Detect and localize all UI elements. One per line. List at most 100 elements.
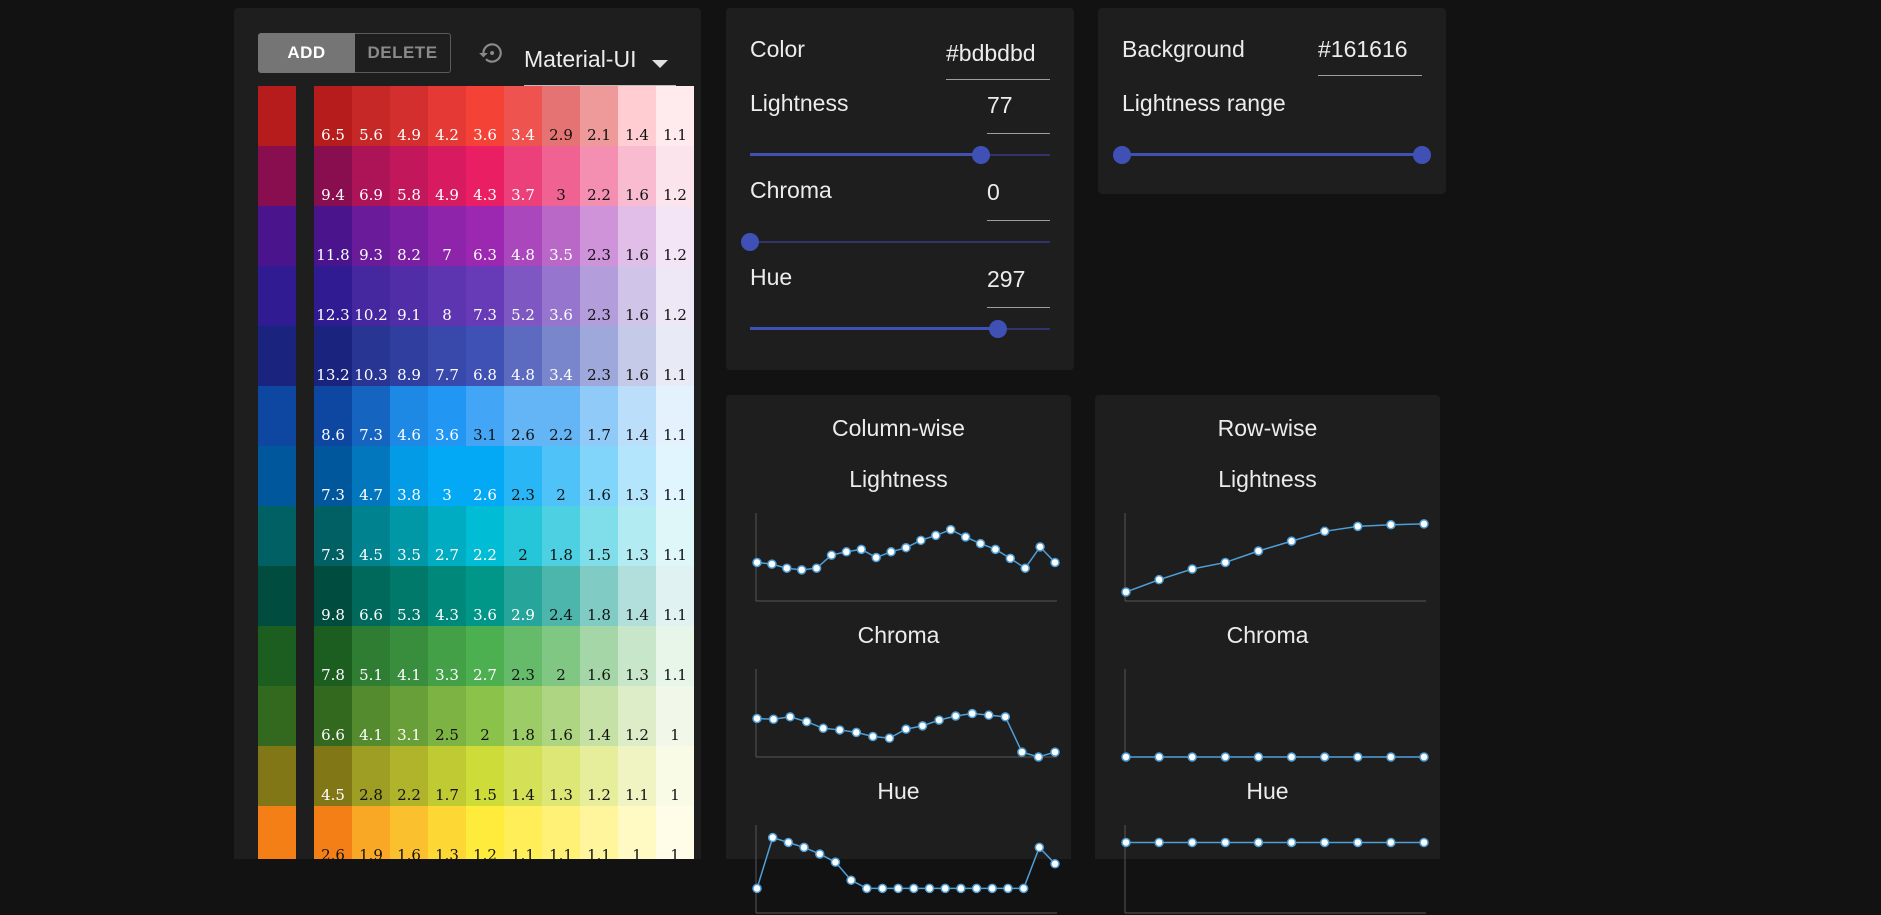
preset-select[interactable]: Material-UI [524,38,676,86]
palette-swatch[interactable]: 1.6 [580,446,618,506]
hue-input[interactable]: 297 [987,266,1050,308]
palette-swatch[interactable]: 10.3 [352,326,390,386]
color-hex-input[interactable]: #bdbdbd [946,40,1050,80]
palette-swatch[interactable]: 6.5 [314,86,352,146]
palette-swatch[interactable]: 3.6 [428,386,466,446]
palette-swatch[interactable]: 2 [542,446,580,506]
palette-swatch[interactable]: 4.9 [390,86,428,146]
palette-swatch[interactable]: 3 [428,446,466,506]
base-swatch[interactable] [258,266,296,326]
palette-swatch[interactable]: 1.3 [618,626,656,686]
palette-swatch[interactable]: 4.6 [390,386,428,446]
palette-swatch[interactable]: 8 [428,266,466,326]
palette-swatch[interactable]: 1.6 [618,266,656,326]
palette-swatch[interactable]: 1.5 [466,746,504,806]
palette-swatch[interactable]: 1.4 [618,566,656,626]
base-swatch[interactable] [258,326,296,386]
base-swatch[interactable] [258,806,296,859]
lightness-slider[interactable] [750,145,1050,165]
delete-button[interactable]: DELETE [355,33,451,73]
palette-swatch[interactable]: 1.2 [466,806,504,859]
palette-swatch[interactable]: 1.2 [656,266,694,326]
palette-swatch[interactable]: 1.2 [656,206,694,266]
palette-swatch[interactable]: 3.6 [466,566,504,626]
palette-swatch[interactable]: 4.7 [352,446,390,506]
palette-swatch[interactable]: 1.1 [542,806,580,859]
palette-swatch[interactable]: 2 [542,626,580,686]
palette-swatch[interactable]: 2.3 [504,626,542,686]
palette-swatch[interactable]: 2.1 [580,86,618,146]
palette-swatch[interactable]: 2.9 [542,86,580,146]
palette-swatch[interactable]: 1.1 [656,86,694,146]
palette-swatch[interactable]: 7.8 [314,626,352,686]
palette-swatch[interactable]: 3.1 [466,386,504,446]
palette-swatch[interactable]: 3.4 [542,326,580,386]
palette-swatch[interactable]: 5.2 [504,266,542,326]
palette-swatch[interactable]: 3.7 [504,146,542,206]
palette-swatch[interactable]: 13.2 [314,326,352,386]
palette-swatch[interactable]: 1 [656,686,694,746]
chroma-input[interactable]: 0 [987,179,1050,221]
palette-swatch[interactable]: 6.8 [466,326,504,386]
palette-swatch[interactable]: 2.7 [466,626,504,686]
palette-swatch[interactable]: 2.2 [390,746,428,806]
palette-swatch[interactable]: 1.3 [618,446,656,506]
palette-swatch[interactable]: 1 [618,806,656,859]
palette-swatch[interactable]: 1 [656,746,694,806]
palette-swatch[interactable]: 12.3 [314,266,352,326]
palette-swatch[interactable]: 1.3 [618,506,656,566]
palette-swatch[interactable]: 4.5 [314,746,352,806]
background-hex-input[interactable]: #161616 [1318,36,1422,76]
palette-swatch[interactable]: 2 [504,506,542,566]
palette-swatch[interactable]: 4.8 [504,206,542,266]
palette-swatch[interactable]: 2.3 [504,446,542,506]
palette-swatch[interactable]: 2.5 [428,686,466,746]
palette-swatch[interactable]: 2.8 [352,746,390,806]
palette-swatch[interactable]: 3 [542,146,580,206]
slider-thumb[interactable] [741,233,759,251]
palette-swatch[interactable]: 1.7 [580,386,618,446]
palette-swatch[interactable]: 1.4 [618,86,656,146]
palette-swatch[interactable]: 1.6 [390,806,428,859]
palette-swatch[interactable]: 11.8 [314,206,352,266]
palette-swatch[interactable]: 8.6 [314,386,352,446]
palette-swatch[interactable]: 3.3 [428,626,466,686]
base-swatch[interactable] [258,686,296,746]
palette-swatch[interactable]: 8.2 [390,206,428,266]
palette-swatch[interactable]: 1.6 [542,686,580,746]
palette-swatch[interactable]: 5.3 [390,566,428,626]
palette-swatch[interactable]: 7 [428,206,466,266]
chroma-slider[interactable] [741,232,1050,252]
palette-swatch[interactable]: 9.8 [314,566,352,626]
palette-swatch[interactable]: 4.1 [390,626,428,686]
base-swatch[interactable] [258,386,296,446]
palette-swatch[interactable]: 6.9 [352,146,390,206]
palette-swatch[interactable]: 10.2 [352,266,390,326]
palette-swatch[interactable]: 6.3 [466,206,504,266]
palette-swatch[interactable]: 6.6 [352,566,390,626]
palette-swatch[interactable]: 3.6 [542,266,580,326]
base-swatch[interactable] [258,446,296,506]
palette-swatch[interactable]: 8.9 [390,326,428,386]
palette-swatch[interactable]: 2.3 [580,206,618,266]
palette-swatch[interactable]: 7.3 [466,266,504,326]
palette-swatch[interactable]: 2 [466,686,504,746]
palette-swatch[interactable]: 1.7 [428,746,466,806]
base-swatch[interactable] [258,146,296,206]
palette-swatch[interactable]: 4.2 [428,86,466,146]
palette-swatch[interactable]: 9.3 [352,206,390,266]
lightness-input[interactable]: 77 [987,92,1050,134]
palette-swatch[interactable]: 7.3 [314,446,352,506]
palette-swatch[interactable]: 1.9 [352,806,390,859]
palette-swatch[interactable]: 1.1 [580,806,618,859]
palette-swatch[interactable]: 3.5 [542,206,580,266]
palette-swatch[interactable]: 1.1 [656,326,694,386]
slider-thumb[interactable] [972,146,990,164]
palette-swatch[interactable]: 4.3 [466,146,504,206]
palette-swatch[interactable]: 1.1 [656,386,694,446]
slider-thumb[interactable] [988,320,1007,338]
palette-swatch[interactable]: 7.3 [352,386,390,446]
palette-swatch[interactable]: 1.6 [618,146,656,206]
palette-swatch[interactable]: 2.6 [314,806,352,859]
palette-swatch[interactable]: 3.4 [504,86,542,146]
